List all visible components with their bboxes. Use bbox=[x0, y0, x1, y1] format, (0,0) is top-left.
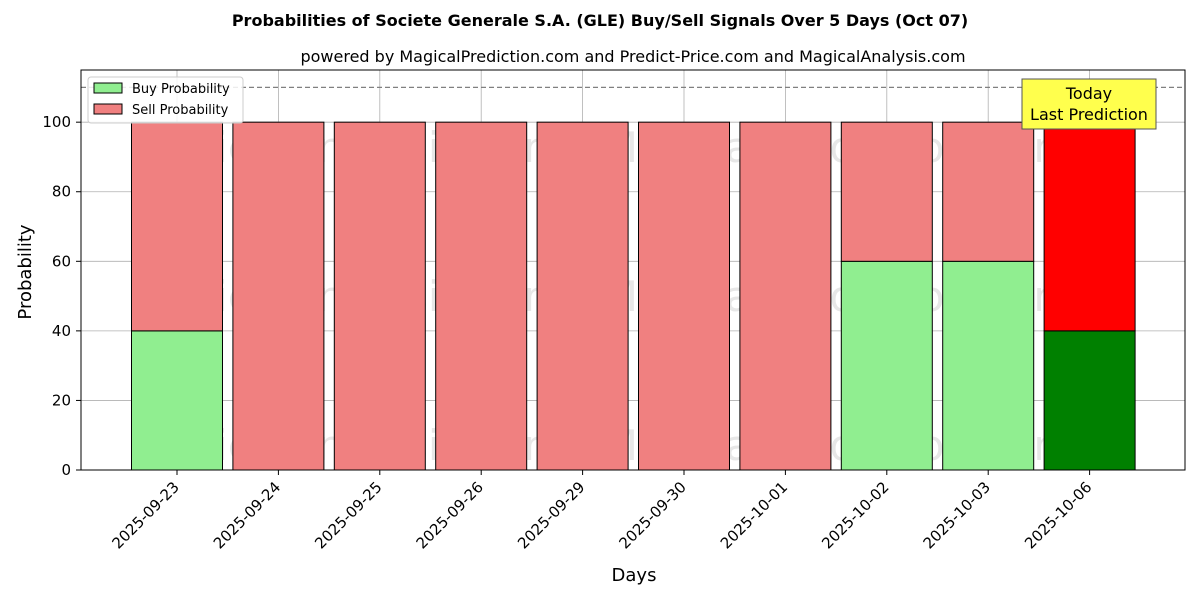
legend-box bbox=[87, 76, 244, 124]
sell-bar bbox=[536, 121, 629, 471]
x-tick-label: 2025-10-01 bbox=[717, 478, 791, 552]
x-tick-label: 2025-09-29 bbox=[514, 478, 588, 552]
legend-label-sell: Sell Probability bbox=[132, 103, 229, 118]
sell-bar bbox=[435, 121, 528, 471]
y-axis: 0 20 40 60 80 100 bbox=[42, 113, 81, 479]
sell-bar bbox=[840, 121, 933, 262]
x-tick-label: 2025-09-25 bbox=[311, 478, 385, 552]
buy-bar bbox=[942, 260, 1035, 471]
sell-bar bbox=[638, 121, 730, 471]
legend-label-buy: Buy Probability bbox=[132, 82, 230, 97]
buy-bar bbox=[131, 330, 223, 471]
sell-bar bbox=[131, 121, 223, 332]
x-tick-label: 2025-10-06 bbox=[1021, 478, 1095, 552]
chart-subtitle: powered by MagicalPrediction.com and Pre… bbox=[300, 47, 965, 66]
bars bbox=[131, 121, 1136, 471]
y-tick-label: 60 bbox=[52, 252, 71, 270]
sell-bar bbox=[1043, 121, 1136, 332]
legend-swatch-buy bbox=[93, 82, 123, 94]
sell-bar bbox=[942, 121, 1035, 262]
sell-bar bbox=[739, 121, 832, 471]
y-tick-label: 80 bbox=[52, 183, 71, 201]
x-axis: 2025-09-23 2025-09-24 2025-09-25 2025-09-26… bbox=[108, 470, 1095, 552]
x-tick-label: 2025-09-24 bbox=[210, 478, 284, 552]
x-tick-label: 2025-09-30 bbox=[615, 478, 689, 552]
sell-bar bbox=[232, 121, 325, 471]
chart-title: Probabilities of Societe Generale S.A. (… bbox=[232, 11, 968, 30]
x-axis-label: Days bbox=[612, 565, 657, 586]
today-annotation: Today Last Prediction bbox=[1021, 78, 1157, 130]
x-tick-label: 2025-09-26 bbox=[413, 478, 487, 552]
buy-bar bbox=[840, 260, 933, 471]
buy-bar bbox=[1043, 330, 1136, 471]
legend-swatch-sell bbox=[93, 103, 123, 115]
annotation-box bbox=[1021, 78, 1157, 130]
y-axis-label: Probability bbox=[15, 224, 36, 319]
plot-frame bbox=[80, 69, 1186, 471]
legend: Buy Probability Sell Probability bbox=[87, 76, 244, 124]
y-tick-label: 40 bbox=[52, 322, 71, 340]
x-tick-label: 2025-09-23 bbox=[108, 478, 182, 552]
y-tick-label: 0 bbox=[61, 461, 71, 479]
x-tick-label: 2025-10-02 bbox=[818, 478, 892, 552]
annotation-line-2: Last Prediction bbox=[1030, 105, 1148, 124]
y-tick-label: 100 bbox=[42, 113, 71, 131]
sell-bar bbox=[333, 121, 426, 471]
y-tick-label: 20 bbox=[52, 391, 71, 409]
x-tick-label: 2025-10-03 bbox=[920, 478, 994, 552]
annotation-line-1: Today bbox=[1065, 84, 1112, 103]
